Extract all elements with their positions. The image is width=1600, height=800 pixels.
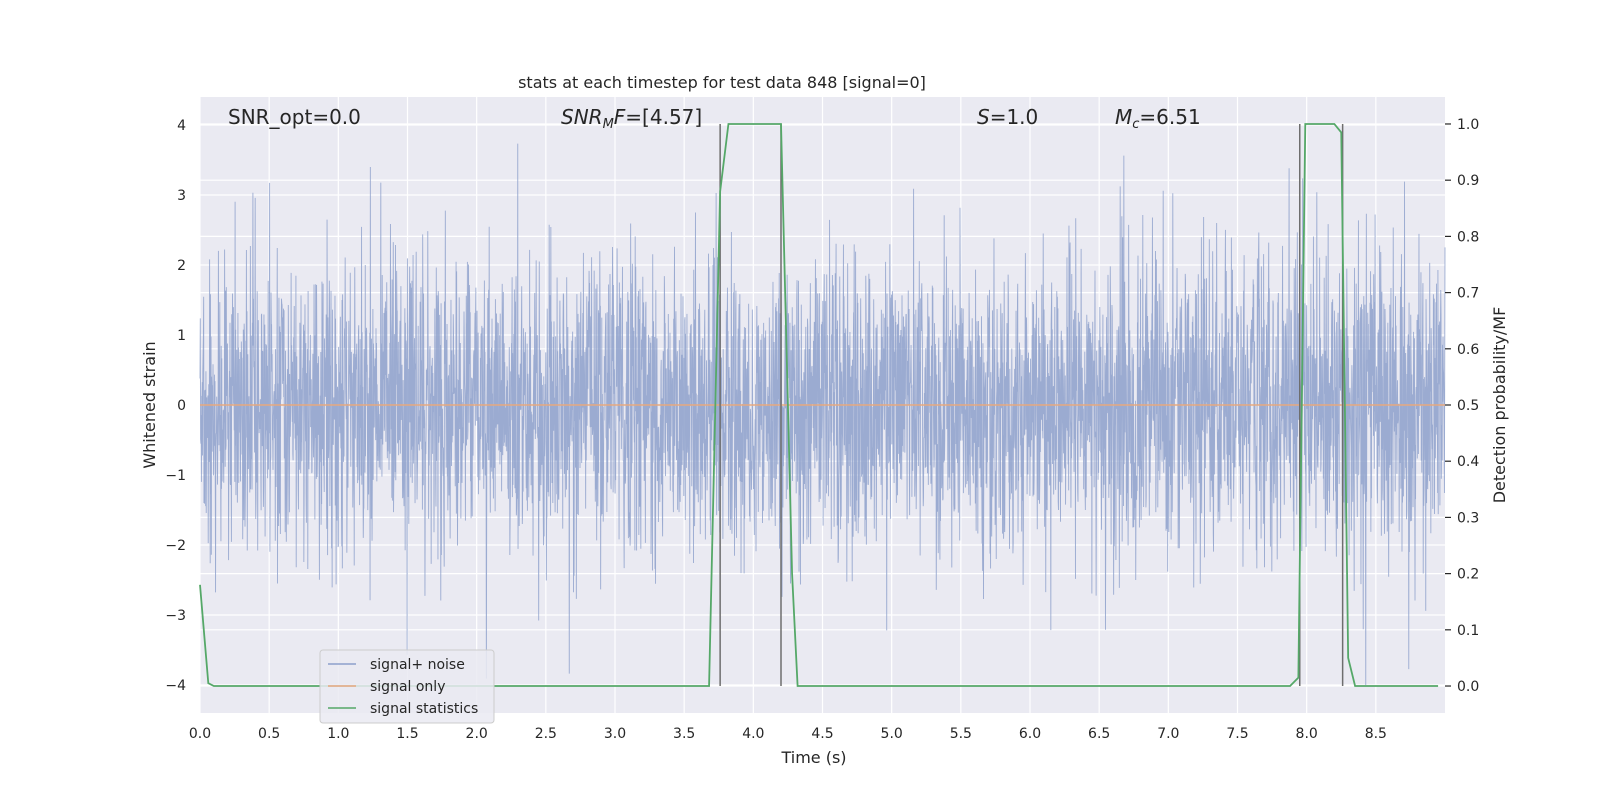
y2-tick-label: 0.8 xyxy=(1457,229,1479,245)
annotation-snr-opt: SNR_opt=0.0 xyxy=(228,105,361,129)
y-tick-label: 0 xyxy=(177,398,186,414)
x-tick-label: 0.0 xyxy=(189,726,211,742)
legend-box xyxy=(319,649,495,724)
snr-mf-sub: M xyxy=(603,117,614,132)
mc-value: =6.51 xyxy=(1139,105,1200,129)
y-tick-label: 2 xyxy=(177,258,186,274)
y2-tick-label: 1.0 xyxy=(1457,117,1479,133)
legend: signal+ noise signal only signal statist… xyxy=(319,649,495,724)
series-lines xyxy=(199,123,1445,687)
x-tick-label: 0.5 xyxy=(258,726,280,742)
signal-statistics-line xyxy=(199,123,1439,687)
x-tick-label: 6.5 xyxy=(1088,726,1110,742)
x-tick-label: 8.0 xyxy=(1296,726,1318,742)
y2-tick-label: 0.3 xyxy=(1457,510,1479,526)
annotation-s: S=1.0 xyxy=(977,105,1038,129)
x-tick-label: 1.0 xyxy=(327,726,349,742)
x-tick-label: 4.5 xyxy=(811,726,833,742)
snr-mf-tail: F xyxy=(614,105,626,129)
y2-tick-label: 0.4 xyxy=(1457,454,1479,470)
y2-tick-label: 0.6 xyxy=(1457,342,1479,358)
x-tick-label: 6.0 xyxy=(1019,726,1041,742)
axes: 0.0 0.5 1.0 1.5 2.0 2.5 3.0 3.5 4.0 4.5 5.0 5.5 6.0 6… xyxy=(165,117,1479,742)
annotation-snr-mf: SNRMF=[4.57] xyxy=(561,105,702,132)
y-tick-label: −1 xyxy=(165,468,186,484)
y-axis-label: Whitened strain xyxy=(140,341,159,468)
y2-tick-label: 0.7 xyxy=(1457,286,1479,302)
noise-trace xyxy=(199,143,1446,686)
snr-mf-label: SNR xyxy=(561,105,603,129)
x-tick-label: 8.5 xyxy=(1365,726,1387,742)
mc-sub: c xyxy=(1132,117,1139,132)
y-tick-label: 4 xyxy=(177,118,186,134)
x-tick-label: 7.5 xyxy=(1226,726,1248,742)
legend-label-signal-statistics: signal statistics xyxy=(370,701,478,717)
y-tick-label: 3 xyxy=(177,188,186,204)
x-tick-label: 1.5 xyxy=(396,726,418,742)
x-tick-label: 2.0 xyxy=(466,726,488,742)
x-tick-label: 7.0 xyxy=(1157,726,1179,742)
s-value: =1.0 xyxy=(990,105,1039,129)
snr-mf-value: =[4.57] xyxy=(625,105,702,129)
x-tick-label: 5.5 xyxy=(950,726,972,742)
legend-label-signal-only: signal only xyxy=(370,679,445,695)
y2-tick-label: 0.5 xyxy=(1457,398,1479,414)
y2-tick-label: 0.9 xyxy=(1457,173,1479,189)
legend-label-signal-noise: signal+ noise xyxy=(370,657,465,673)
x-tick-label: 3.5 xyxy=(673,726,695,742)
y-tick-label: −4 xyxy=(165,678,186,694)
s-label: S xyxy=(977,105,990,129)
x-tick-label: 5.0 xyxy=(881,726,903,742)
y-tick-label: −3 xyxy=(165,608,186,624)
y-tick-label: 1 xyxy=(177,328,186,344)
y2-tick-label: 0.2 xyxy=(1457,567,1479,583)
x-tick-label: 2.5 xyxy=(535,726,557,742)
chart-title: stats at each timestep for test data 848… xyxy=(518,73,926,92)
y2-tick-label: 0.1 xyxy=(1457,623,1479,639)
x-tick-label: 4.0 xyxy=(742,726,764,742)
mc-label: M xyxy=(1115,105,1132,129)
x-axis-label: Time (s) xyxy=(780,748,846,767)
x-tick-label: 3.0 xyxy=(604,726,626,742)
series-signal-noise xyxy=(199,143,1446,686)
y2-axis-label: Detection probability/MF xyxy=(1490,307,1509,504)
y2-tick-label: 0.0 xyxy=(1457,679,1479,695)
annotation-mc: Mc=6.51 xyxy=(1115,105,1201,132)
y-tick-label: −2 xyxy=(165,538,186,554)
